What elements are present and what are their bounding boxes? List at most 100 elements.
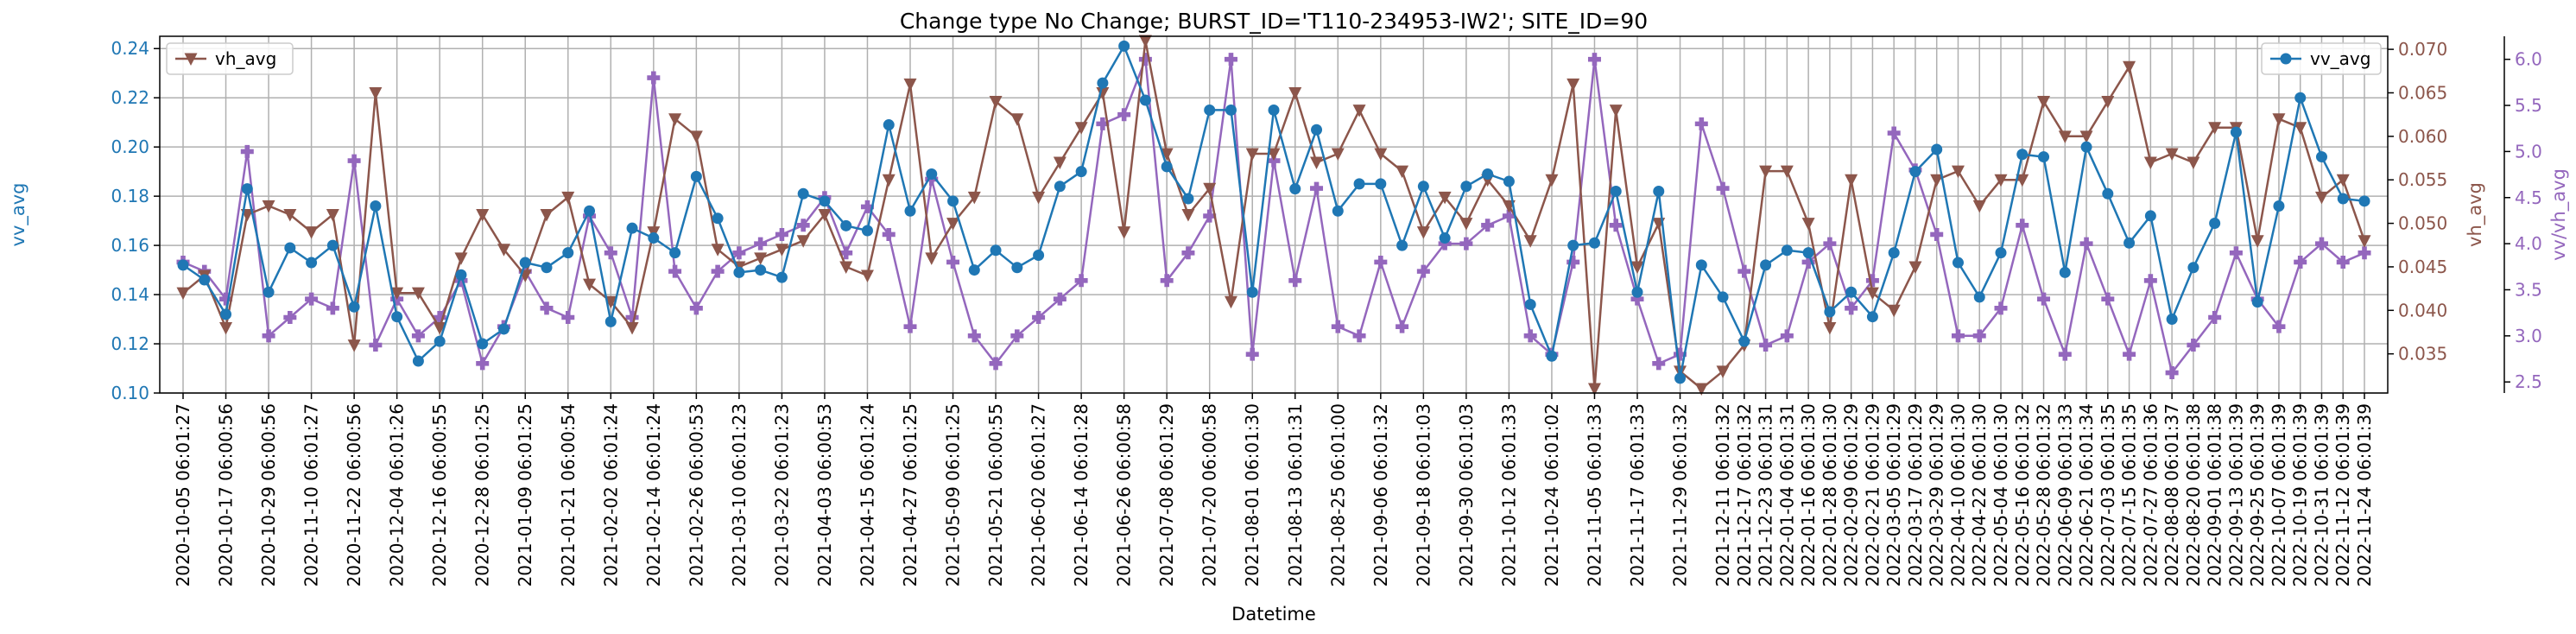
y-left-tick-label: 0.24 xyxy=(111,38,149,59)
x-tick-label: 2020-10-29 06:00:56 xyxy=(258,403,279,586)
x-tick-label: 2021-08-25 06:01:00 xyxy=(1327,403,1348,586)
data-point-vv-avg xyxy=(755,264,767,276)
data-point-vv-vh-avg xyxy=(262,329,275,343)
x-tick-label: 2021-01-21 06:00:54 xyxy=(558,403,579,586)
data-point-vv-vh-avg xyxy=(1459,237,1473,250)
data-point-vh-avg xyxy=(1396,165,1409,179)
x-tick-label: 2021-05-21 06:00:55 xyxy=(985,403,1006,586)
data-point-vv-avg xyxy=(1417,181,1429,193)
y-outer-tick-label: 3.0 xyxy=(2515,326,2542,346)
data-point-vh-avg xyxy=(2250,235,2264,248)
data-point-vv-avg xyxy=(1909,166,1921,178)
data-point-vv-vh-avg xyxy=(775,227,788,241)
data-point-vh-avg xyxy=(411,287,425,301)
data-point-vv-avg xyxy=(199,274,211,286)
x-tick-label: 2021-01-09 06:01:25 xyxy=(515,403,535,586)
x-tick-label: 2021-08-13 06:01:31 xyxy=(1285,403,1306,586)
data-point-vv-vh-avg xyxy=(1652,357,1666,371)
data-point-vv-avg xyxy=(690,170,702,182)
x-tick-label: 2022-09-25 06:01:39 xyxy=(2247,403,2268,586)
data-point-vh-avg xyxy=(1759,165,1773,179)
x-tick-label: 2021-06-02 06:01:27 xyxy=(1029,403,1049,586)
x-tick-label: 2021-07-08 06:01:29 xyxy=(1156,403,1177,586)
x-tick-label: 2022-01-16 06:01:30 xyxy=(1798,403,1819,586)
data-point-vh-avg xyxy=(1994,174,2008,187)
data-point-vv-avg xyxy=(2166,314,2178,326)
data-point-vh-avg xyxy=(1160,148,1174,161)
data-point-vv-avg xyxy=(1674,372,1687,384)
x-tick-label: 2020-12-04 06:01:26 xyxy=(387,403,408,586)
x-tick-label: 2021-12-17 06:01:32 xyxy=(1734,403,1755,586)
data-point-vv-avg xyxy=(2294,92,2307,104)
y-right-tick-label: 0.050 xyxy=(2398,213,2447,234)
y-right-axis-label: vh_avg xyxy=(2465,182,2486,247)
data-point-vv-avg xyxy=(1802,247,1814,259)
data-point-vv-avg xyxy=(2209,217,2221,229)
data-point-vv-avg xyxy=(370,200,382,212)
data-point-vv-avg xyxy=(1246,286,1258,298)
data-point-vv-avg xyxy=(2230,126,2242,138)
data-point-vv-avg xyxy=(1695,259,1707,271)
data-point-vv-vh-avg xyxy=(1310,181,1324,195)
data-point-vh-avg xyxy=(1609,105,1623,117)
y-outer-axis-label: vv/vh_avg xyxy=(2548,168,2570,261)
data-point-vv-avg xyxy=(1760,259,1772,271)
data-point-vv-vh-avg xyxy=(1587,53,1601,67)
data-point-vv-avg xyxy=(497,323,510,335)
data-point-vv-vh-avg xyxy=(1224,53,1237,67)
data-point-vh-avg xyxy=(1523,235,1537,248)
data-point-vv-avg xyxy=(1054,181,1066,193)
data-point-vv-vh-avg xyxy=(1865,274,1879,288)
data-point-vv-vh-avg xyxy=(625,310,639,324)
x-tick-label: 2022-01-28 06:01:30 xyxy=(1820,403,1840,586)
data-point-vv-avg xyxy=(1011,262,1023,274)
data-point-vv-vh-avg xyxy=(1481,219,1495,232)
data-point-vv-avg xyxy=(1610,185,1622,197)
x-tick-label: 2022-07-15 06:01:35 xyxy=(2119,403,2140,586)
data-point-vh-avg xyxy=(2294,122,2307,135)
data-point-vv-avg xyxy=(1268,104,1280,116)
data-point-vh-avg xyxy=(946,218,960,231)
data-point-vv-avg xyxy=(1973,291,1985,303)
data-point-vh-avg xyxy=(369,86,383,100)
data-point-vh-avg xyxy=(2037,96,2051,109)
data-point-vh-avg xyxy=(1930,174,1944,187)
data-point-vh-avg xyxy=(540,209,554,222)
data-point-vv-vh-avg xyxy=(1887,126,1901,140)
x-tick-label: 2022-04-10 06:01:30 xyxy=(1947,403,1968,586)
data-point-vh-avg xyxy=(1972,200,1986,213)
data-point-vv-avg xyxy=(2251,296,2263,308)
data-point-vv-avg xyxy=(1866,311,1878,323)
y-left-tick-label: 0.10 xyxy=(111,383,149,403)
data-point-vh-avg xyxy=(2208,122,2222,135)
data-point-vh-avg xyxy=(625,321,639,335)
data-point-vh-avg xyxy=(967,191,981,205)
data-point-vv-avg xyxy=(1781,244,1793,257)
data-point-vv-vh-avg xyxy=(1759,339,1773,352)
data-point-vv-avg xyxy=(519,257,531,269)
data-point-vh-avg xyxy=(775,244,788,257)
x-tick-label: 2022-09-13 06:01:39 xyxy=(2225,403,2246,586)
data-point-vv-vh-avg xyxy=(2314,237,2328,250)
x-tick-label: 2021-12-11 06:01:32 xyxy=(1712,403,1733,586)
y-right-tick-label: 0.070 xyxy=(2398,39,2447,60)
data-point-vv-avg xyxy=(284,242,296,254)
legend-box xyxy=(166,42,294,75)
data-point-vh-avg xyxy=(305,226,319,239)
data-point-vv-avg xyxy=(1952,257,1964,269)
data-point-vh-avg xyxy=(1288,86,1302,100)
data-point-vh-avg xyxy=(497,244,510,257)
data-point-vv-avg xyxy=(1353,178,1365,190)
data-point-vv-vh-avg xyxy=(1780,329,1794,343)
data-point-vv-avg xyxy=(1118,40,1130,52)
data-point-vv-avg xyxy=(455,269,467,281)
data-point-vv-vh-avg xyxy=(2336,255,2350,269)
data-point-vv-avg xyxy=(712,212,724,225)
data-point-vv-vh-avg xyxy=(1203,209,1217,223)
data-point-vh-avg xyxy=(2358,235,2371,248)
data-point-vv-vh-avg xyxy=(946,255,960,269)
data-point-vv-vh-avg xyxy=(326,301,339,315)
data-point-vh-avg xyxy=(1566,78,1580,92)
